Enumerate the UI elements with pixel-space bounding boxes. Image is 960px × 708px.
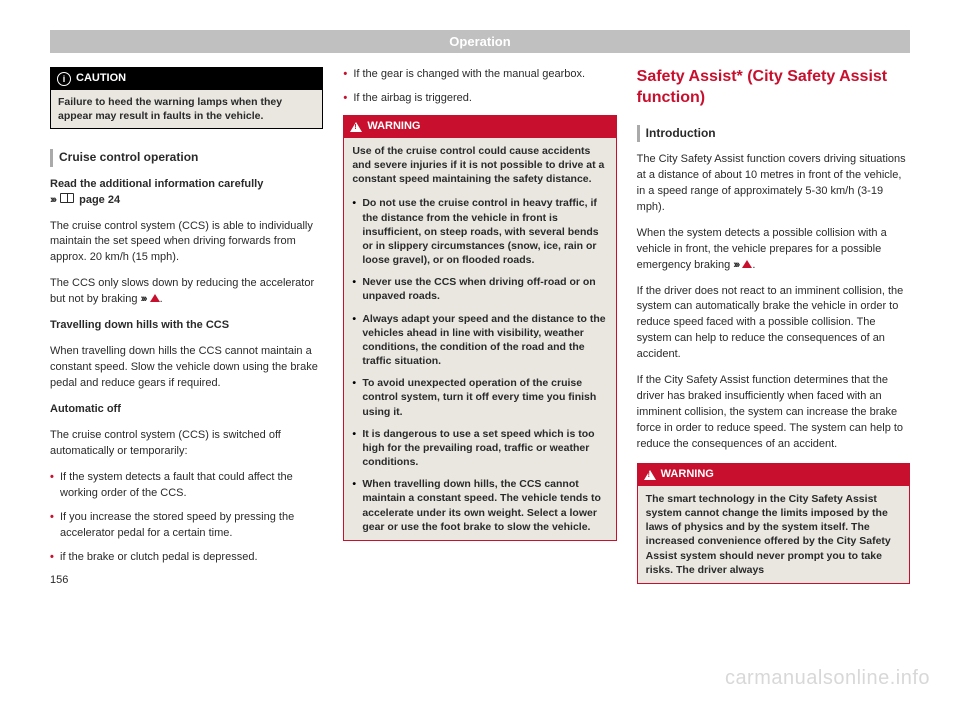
list-item: It is dangerous to use a set speed which…: [352, 427, 607, 470]
triple-arrow-icon: ›››: [141, 293, 146, 305]
warning-header: WARNING: [638, 464, 909, 486]
caution-box: i CAUTION Failure to heed the warning la…: [50, 67, 323, 129]
csa-p1: The City Safety Assist function covers d…: [637, 152, 910, 216]
list-item: Always adapt your speed and the distance…: [352, 312, 607, 369]
list-item: To avoid unexpected operation of the cru…: [352, 376, 607, 419]
column-3: Safety Assist* (City Safety Assist funct…: [637, 67, 910, 589]
warning-box-cruise: WARNING Use of the cruise control could …: [343, 115, 616, 541]
warning-label: WARNING: [367, 119, 420, 135]
warning-label: WARNING: [661, 467, 714, 483]
triple-arrow-icon: ›››: [50, 194, 55, 206]
warning-body: The smart technology in the City Safety …: [638, 486, 909, 583]
list-item: if the brake or clutch pedal is depresse…: [50, 550, 323, 566]
caution-body: Failure to heed the warning lamps when t…: [51, 90, 322, 128]
list-item: Do not use the cruise control in heavy t…: [352, 196, 607, 267]
list-item: If the system detects a fault that could…: [50, 470, 323, 502]
column-1: i CAUTION Failure to heed the warning la…: [50, 67, 323, 589]
three-column-layout: i CAUTION Failure to heed the warning la…: [50, 67, 910, 589]
csa-p4: If the City Safety Assist function deter…: [637, 373, 910, 453]
heading-safety-assist: Safety Assist* (City Safety Assist funct…: [637, 67, 910, 109]
info-icon: i: [57, 72, 71, 86]
auto-off-intro: The cruise control system (CCS) is switc…: [50, 428, 323, 460]
warning-intro: Use of the cruise control could cause ac…: [352, 144, 607, 187]
warning-box-csa: WARNING The smart technology in the City…: [637, 463, 910, 584]
warning-body: Use of the cruise control could cause ac…: [344, 138, 615, 540]
section-cruise-control: Cruise control operation: [50, 149, 323, 166]
column-2: If the gear is changed with the manual g…: [343, 67, 616, 589]
list-item: When travelling down hills, the CCS cann…: [352, 477, 607, 534]
section-introduction: Introduction: [637, 125, 910, 142]
warning-triangle-icon: [350, 122, 362, 132]
ccs-hills-text: When travelling down hills the CCS canno…: [50, 344, 323, 392]
watermark: carmanualsonline.info: [725, 667, 930, 690]
warning-triangle-icon: [644, 470, 656, 480]
subhead-auto-off: Automatic off: [50, 402, 323, 418]
csa-p2: When the system detects a possible colli…: [637, 226, 910, 274]
read-additional: Read the additional information carefull…: [50, 177, 323, 209]
warning-header: WARNING: [344, 116, 615, 138]
page-number: 156: [50, 573, 323, 589]
caution-header: i CAUTION: [51, 68, 322, 90]
csa-p3: If the driver does not react to an immin…: [637, 284, 910, 364]
page-header: Operation: [50, 30, 910, 53]
subhead-hills: Travelling down hills with the CCS: [50, 318, 323, 334]
caution-label: CAUTION: [76, 71, 126, 87]
list-item: If you increase the stored speed by pres…: [50, 510, 323, 542]
ccs-slowdown: The CCS only slows down by reducing the …: [50, 276, 323, 308]
warning-triangle-icon: [150, 294, 160, 302]
book-icon: [60, 193, 74, 203]
manual-page: Operation i CAUTION Failure to heed the …: [0, 0, 960, 609]
list-item: If the airbag is triggered.: [343, 91, 616, 107]
ccs-intro: The cruise control system (CCS) is able …: [50, 219, 323, 267]
list-item: If the gear is changed with the manual g…: [343, 67, 616, 83]
warning-triangle-icon: [742, 260, 752, 268]
triple-arrow-icon: ›››: [733, 259, 738, 271]
list-item: Never use the CCS when driving off-road …: [352, 275, 607, 303]
